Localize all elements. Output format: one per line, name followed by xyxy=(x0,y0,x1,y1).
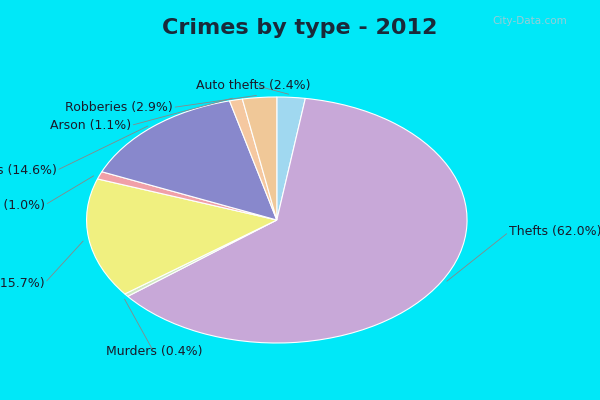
Text: Thefts (62.0%): Thefts (62.0%) xyxy=(509,226,600,238)
Text: Rapes (1.0%): Rapes (1.0%) xyxy=(0,198,45,212)
Text: Crimes by type - 2012: Crimes by type - 2012 xyxy=(163,18,437,38)
Wedge shape xyxy=(242,97,277,220)
Text: Burglaries (14.6%): Burglaries (14.6%) xyxy=(0,164,56,177)
Wedge shape xyxy=(277,97,305,220)
Wedge shape xyxy=(125,220,277,296)
Text: Auto thefts (2.4%): Auto thefts (2.4%) xyxy=(196,78,311,92)
Text: Assaults (15.7%): Assaults (15.7%) xyxy=(0,276,45,290)
Wedge shape xyxy=(86,179,277,294)
Wedge shape xyxy=(102,101,277,220)
Wedge shape xyxy=(97,172,277,220)
Wedge shape xyxy=(230,99,277,220)
Text: Robberies (2.9%): Robberies (2.9%) xyxy=(65,101,172,114)
Text: City-Data.com: City-Data.com xyxy=(492,16,567,26)
Wedge shape xyxy=(128,98,467,343)
Text: Murders (0.4%): Murders (0.4%) xyxy=(106,346,202,358)
Text: Arson (1.1%): Arson (1.1%) xyxy=(50,119,131,132)
